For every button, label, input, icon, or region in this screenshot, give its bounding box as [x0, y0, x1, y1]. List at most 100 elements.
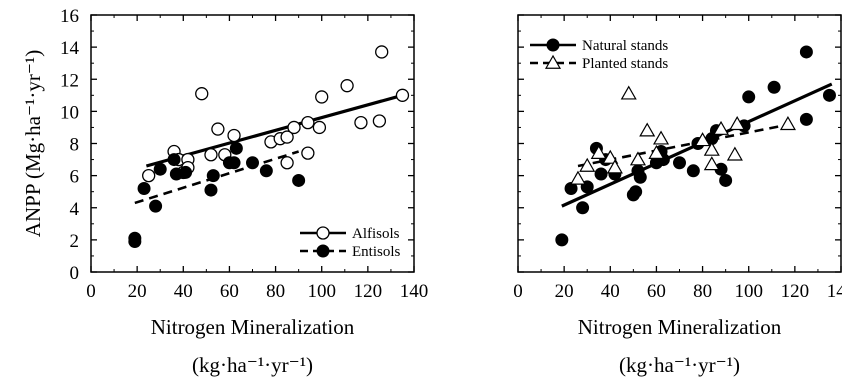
data-point	[153, 162, 167, 176]
x-axis-units: (kg·ha⁻¹·yr⁻¹)	[619, 353, 740, 377]
series-entisols	[128, 141, 306, 248]
data-point	[629, 185, 643, 199]
data-point	[653, 130, 670, 145]
data-point	[694, 132, 711, 147]
x-tick-label: 140	[827, 281, 842, 302]
x-tick-label: 0	[513, 281, 523, 302]
legend-marker	[546, 38, 560, 52]
data-point	[375, 45, 389, 59]
data-point	[204, 148, 218, 162]
data-point	[206, 169, 220, 183]
x-tick-label: 0	[86, 281, 96, 302]
data-point	[142, 168, 156, 183]
y-tick-label: 4	[70, 199, 80, 220]
data-point	[799, 45, 813, 59]
data-point	[287, 120, 301, 135]
y-tick-label: 14	[60, 38, 80, 59]
data-point	[686, 164, 700, 178]
fit-line-entisols	[134, 150, 300, 205]
data-point	[372, 114, 387, 128]
data-point	[195, 87, 209, 101]
y-tick-label: 16	[60, 6, 79, 27]
data-point	[602, 149, 619, 164]
legend-marker	[316, 226, 330, 240]
data-point	[315, 90, 329, 104]
x-tick-label: 40	[174, 281, 193, 302]
y-tick-label: 2	[70, 231, 80, 252]
y-tick-label: 0	[70, 263, 80, 284]
data-point	[673, 156, 686, 170]
data-point	[312, 120, 327, 135]
data-point	[590, 144, 607, 159]
data-point	[799, 112, 813, 126]
x-tick-label: 120	[354, 281, 383, 302]
data-point	[211, 122, 225, 136]
legend-label: Planted stands	[582, 56, 668, 72]
data-point	[569, 170, 587, 185]
data-point	[726, 146, 743, 161]
data-point	[712, 120, 730, 135]
data-point	[703, 141, 720, 156]
data-point	[703, 156, 720, 171]
series-natural-stands	[555, 45, 836, 247]
data-point	[280, 156, 294, 170]
x-tick-label: 20	[128, 281, 147, 302]
data-point	[354, 115, 368, 130]
data-point	[576, 201, 590, 215]
data-point	[137, 181, 151, 195]
data-point	[639, 122, 656, 137]
data-point	[128, 234, 142, 248]
data-point	[204, 183, 218, 197]
data-point	[229, 141, 243, 155]
data-point	[301, 146, 315, 160]
panel-right: 0 20 40 60 80 100 120 140 Nitrogen Mineralizatio…	[513, 14, 842, 377]
data-point	[149, 199, 163, 213]
data-point	[246, 156, 259, 170]
x-tick-label: 60	[647, 281, 666, 302]
x-tick-label: 40	[601, 281, 620, 302]
series-alfisols	[142, 45, 410, 183]
data-point	[280, 130, 294, 144]
data-point	[227, 156, 241, 170]
data-point	[648, 144, 665, 159]
data-point	[779, 116, 796, 131]
plot-frame	[517, 14, 842, 273]
data-point	[395, 88, 410, 102]
y-tick-label: 10	[60, 102, 79, 123]
series-planted-stands	[569, 85, 796, 185]
y-tick-label: 12	[60, 70, 79, 91]
x-tick-label: 20	[555, 281, 574, 302]
data-point	[594, 167, 608, 181]
x-tick-label: 100	[734, 281, 763, 302]
data-point	[579, 157, 596, 172]
data-point	[729, 116, 746, 131]
panel-left: 0 20 40 60 80 100 120 140 0 2 4 6 8 10 12 14 16 Nitrogen …	[21, 6, 428, 377]
data-point	[301, 115, 315, 130]
x-axis-title: Nitrogen Mineralization	[578, 315, 782, 339]
data-point	[633, 170, 647, 184]
data-point	[822, 88, 836, 102]
data-point	[606, 159, 623, 174]
y-tick-label: 6	[70, 167, 80, 188]
y-axis-title: ANPP (Mg·ha⁻¹·yr⁻¹)	[21, 50, 45, 237]
x-tick-label: 140	[400, 281, 429, 302]
x-tick-label: 120	[781, 281, 810, 302]
legend-label: Alfisols	[352, 226, 400, 242]
legend-label: Natural stands	[582, 38, 668, 54]
data-point	[227, 128, 241, 143]
data-point	[767, 80, 781, 94]
data-point	[620, 85, 637, 100]
data-point	[292, 173, 306, 187]
x-axis-title: Nitrogen Mineralization	[151, 315, 355, 339]
data-point	[179, 165, 193, 179]
data-point	[259, 164, 273, 178]
data-point	[555, 233, 569, 247]
x-axis-units: (kg·ha⁻¹·yr⁻¹)	[192, 353, 313, 377]
legend-marker	[544, 54, 562, 69]
y-tick-label: 8	[70, 135, 80, 156]
data-point	[340, 79, 354, 93]
x-tick-label: 100	[307, 281, 336, 302]
data-point	[629, 151, 647, 166]
legend: Natural stands Planted stands	[530, 38, 668, 72]
